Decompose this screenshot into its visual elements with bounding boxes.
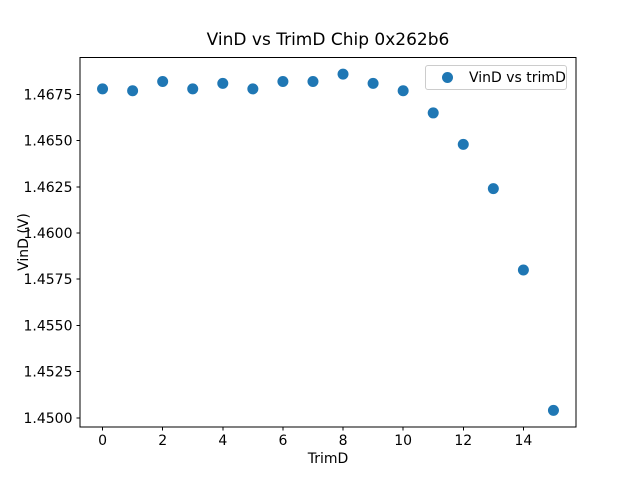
x-tick-label: 12 — [454, 433, 472, 449]
x-tick-label: 6 — [278, 433, 287, 449]
scatter-point — [487, 183, 499, 195]
x-tick-label: 4 — [218, 433, 227, 449]
scatter-point — [217, 77, 229, 89]
x-tick-label: 14 — [514, 433, 532, 449]
y-tick-label: 1.4675 — [24, 87, 73, 103]
y-tick-label: 1.4500 — [24, 411, 73, 427]
x-tick-label: 2 — [158, 433, 167, 449]
scatter-point — [127, 85, 139, 97]
scatter-point — [517, 264, 529, 276]
legend-marker-icon — [442, 72, 453, 83]
y-tick-label: 1.4600 — [24, 226, 73, 242]
chart-title: VinD vs TrimD Chip 0x262b6 — [206, 30, 450, 50]
axes-frame — [79, 57, 577, 428]
scatter-point — [157, 76, 169, 88]
scatter-point — [397, 85, 409, 97]
scatter-point — [247, 83, 259, 95]
y-axis-label: VinD (V) — [16, 213, 32, 271]
scatter-point — [547, 404, 559, 416]
scatter-point — [277, 76, 289, 88]
y-tick-label: 1.4575 — [24, 272, 73, 288]
scatter-point — [427, 107, 439, 119]
scatter-point — [97, 83, 109, 95]
legend-entry-label: VinD vs trimD — [469, 69, 566, 86]
x-tick-label: 8 — [339, 433, 348, 449]
y-tick-label: 1.4650 — [24, 134, 73, 150]
scatter-point — [307, 76, 319, 88]
scatter-point — [367, 77, 379, 89]
legend: VinD vs trimD — [425, 65, 567, 90]
x-axis-label: TrimD — [307, 451, 349, 467]
y-tick-label: 1.4550 — [24, 318, 73, 334]
scatter-point — [457, 138, 469, 150]
scatter-point — [187, 83, 199, 95]
scatter-point — [337, 68, 349, 80]
y-tick-label: 1.4525 — [24, 365, 73, 381]
x-tick-label: 0 — [98, 433, 107, 449]
y-tick-label: 1.4625 — [24, 180, 73, 196]
x-tick-label: 10 — [394, 433, 412, 449]
